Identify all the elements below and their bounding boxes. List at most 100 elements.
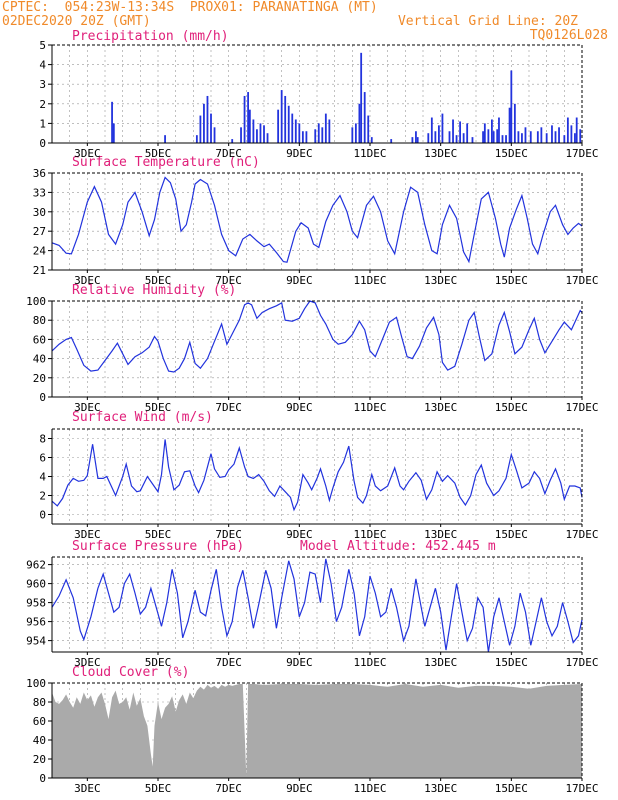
temp-xtick-label: 13DEC xyxy=(424,274,457,287)
precip-bar xyxy=(263,125,265,143)
wind-xtick-label: 17DEC xyxy=(565,528,598,541)
humidity-xtick-label: 7DEC xyxy=(215,401,242,414)
precip-bar xyxy=(294,119,297,143)
pressure-ytick-label: 958 xyxy=(26,597,46,610)
precip-bar xyxy=(521,133,523,143)
precip-bar xyxy=(324,113,327,143)
precip-xtick-label: 13DEC xyxy=(424,147,457,160)
precip-bar xyxy=(317,123,320,143)
precip-xtick-label: 5DEC xyxy=(145,147,172,160)
pressure-ytick-label: 954 xyxy=(26,635,46,648)
precip-bar xyxy=(248,109,251,143)
precip-bar xyxy=(415,131,417,143)
precip-bar xyxy=(566,117,569,143)
precip-bar xyxy=(452,119,454,143)
wind-ytick-label: 6 xyxy=(39,452,46,465)
precip-bar xyxy=(496,129,499,143)
precip-bar xyxy=(305,131,308,143)
precip-bar xyxy=(498,117,500,143)
cloud-ytick-label: 60 xyxy=(33,715,46,728)
precip-bar xyxy=(558,127,560,143)
precip-bar xyxy=(266,133,269,143)
precip-bar xyxy=(529,131,532,143)
precip-xtick-label: 11DEC xyxy=(353,147,386,160)
cloud-ytick-label: 40 xyxy=(33,734,46,747)
precip-bar xyxy=(252,119,255,143)
humidity-xtick-label: 13DEC xyxy=(424,401,457,414)
temp-xtick-label: 15DEC xyxy=(495,274,528,287)
pressure-xtick-label: 3DEC xyxy=(74,656,101,669)
precip-bar xyxy=(517,131,520,143)
temp-line xyxy=(51,176,583,264)
precip-bar xyxy=(199,115,202,143)
precip-bar xyxy=(277,109,280,143)
temp-ytick-label: 27 xyxy=(33,225,46,238)
humidity-title: Relative Humidity (%) xyxy=(72,283,237,298)
cloud-xtick-label: 13DEC xyxy=(424,782,457,795)
precip-bar xyxy=(483,123,486,143)
precip-bar xyxy=(570,125,573,143)
pressure-ytick-label: 960 xyxy=(26,578,46,591)
precip-bar xyxy=(508,107,511,143)
precip-bar xyxy=(482,131,484,143)
precip-xtick-label: 15DEC xyxy=(495,147,528,160)
humidity-ytick-label: 0 xyxy=(39,391,46,404)
pressure-line xyxy=(51,558,583,653)
cloud-ytick-label: 0 xyxy=(39,772,46,785)
station-header: CPTEC: 054:23W-13:34S PROX01: PARANATING… xyxy=(2,0,378,15)
precip-bar xyxy=(351,127,354,143)
pressure-ytick-label: 956 xyxy=(26,616,46,629)
cloud-xtick-label: 9DEC xyxy=(286,782,313,795)
precip-bar xyxy=(574,133,576,143)
run-date: 02DEC2020 20Z (GMT) xyxy=(2,14,151,29)
precip-bar xyxy=(448,131,451,143)
wind-line xyxy=(51,439,583,512)
wind-xtick-label: 5DEC xyxy=(145,528,172,541)
precip-ytick-label: 2 xyxy=(39,98,46,111)
cloud-xtick-label: 7DEC xyxy=(215,782,242,795)
precip-xtick-label: 9DEC xyxy=(286,147,313,160)
model-id: TQ0126L028 xyxy=(529,28,608,43)
precip-ytick-label: 5 xyxy=(39,39,46,52)
pressure-xtick-label: 9DEC xyxy=(286,656,313,669)
precip-bar xyxy=(363,92,366,143)
precip-bar xyxy=(321,127,324,143)
humidity-ytick-label: 100 xyxy=(26,295,46,308)
precip-bar xyxy=(203,103,205,143)
precip-bar xyxy=(354,123,357,143)
humidity-line xyxy=(51,300,583,373)
cloud-ytick-label: 20 xyxy=(33,753,46,766)
temp-title: Surface Temperature (nC) xyxy=(72,155,260,170)
cloud-xtick-label: 3DEC xyxy=(74,782,101,795)
precip-bar xyxy=(206,95,209,143)
precip-ytick-label: 1 xyxy=(39,117,46,130)
precip-bar xyxy=(441,113,444,143)
cloud-xtick-label: 17DEC xyxy=(565,782,598,795)
precip-bar xyxy=(164,135,166,143)
temp-xtick-label: 3DEC xyxy=(74,274,101,287)
precip-bar xyxy=(231,139,234,143)
wind-xtick-label: 3DEC xyxy=(74,528,101,541)
altitude-note: Model Altitude: 452.445 m xyxy=(300,539,496,554)
precip-bar xyxy=(545,133,548,143)
precip-bar xyxy=(459,121,461,143)
pressure-xtick-label: 11DEC xyxy=(353,656,386,669)
precip-bar xyxy=(280,90,283,143)
pressure-xtick-label: 7DEC xyxy=(215,656,242,669)
humidity-xtick-label: 11DEC xyxy=(353,401,386,414)
precip-bar xyxy=(291,113,294,143)
precip-bar xyxy=(563,135,566,143)
pressure-xtick-label: 13DEC xyxy=(424,656,457,669)
precip-bar xyxy=(367,115,370,143)
precip-bar xyxy=(524,127,527,143)
precip-ytick-label: 3 xyxy=(39,78,46,91)
precip-bar xyxy=(430,117,433,143)
pressure-ytick-label: 962 xyxy=(26,559,46,572)
wind-xtick-label: 11DEC xyxy=(353,528,386,541)
wind-ytick-label: 8 xyxy=(39,433,46,446)
precip-bar xyxy=(298,123,301,143)
temp-xtick-label: 7DEC xyxy=(215,274,242,287)
pressure-xtick-label: 5DEC xyxy=(145,656,172,669)
cloud-area xyxy=(52,684,582,778)
precip-bar xyxy=(259,123,262,143)
